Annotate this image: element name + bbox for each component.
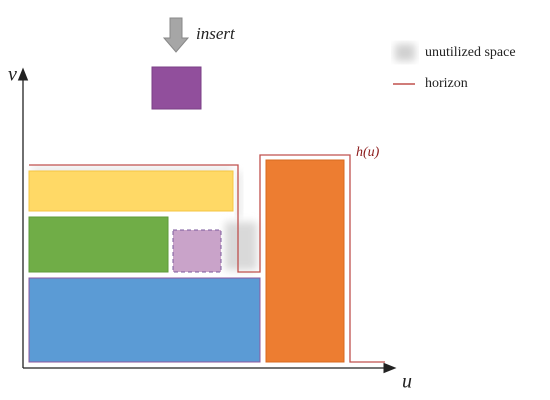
legend-unutilized-label: unutilized space <box>425 45 516 60</box>
insert-arrow <box>162 17 190 53</box>
item-green <box>28 216 169 273</box>
item-yellow <box>28 170 234 212</box>
item-orange <box>265 159 345 363</box>
insert-item <box>151 66 202 110</box>
insert-label: insert <box>196 24 236 43</box>
unutilized-space <box>225 222 257 270</box>
v-axis-label: v <box>8 64 17 86</box>
unutilized-space <box>32 167 232 173</box>
legend-horizon-label: horizon <box>425 76 468 91</box>
horizon-label: h(u) <box>356 145 380 160</box>
item-candidate <box>172 229 222 273</box>
u-axis-label: u <box>402 371 412 393</box>
horizon-line <box>29 154 385 363</box>
item-blue <box>28 277 261 363</box>
unutilized-space <box>236 172 242 218</box>
legend-unutilized-swatch <box>395 44 415 61</box>
